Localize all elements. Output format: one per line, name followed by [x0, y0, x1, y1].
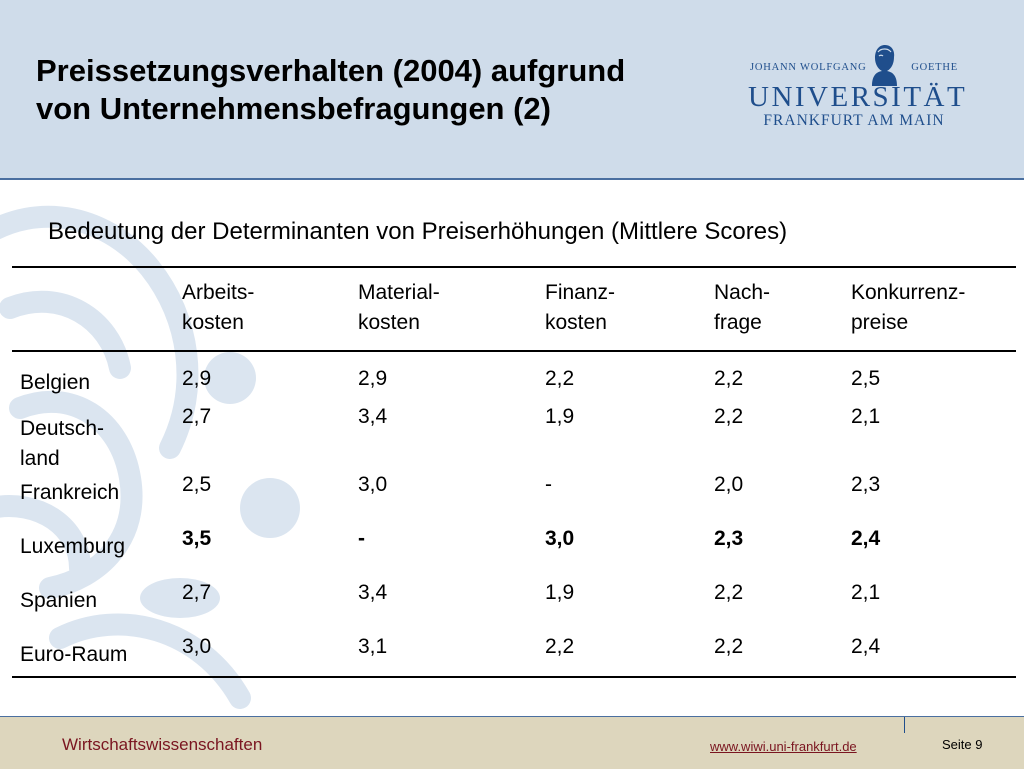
table-cell: 2,0 — [714, 473, 744, 496]
column-header-arbeitskosten: Arbeits-kosten — [174, 266, 350, 352]
table-cell: 2,2 — [706, 632, 843, 678]
table-cell: 2,2 — [714, 405, 744, 428]
page-number: Seite 9 — [942, 737, 983, 752]
table-cell: 2,3 — [714, 527, 744, 550]
column-header-country — [12, 266, 174, 352]
table-cell: 3,4 — [358, 405, 388, 428]
table-cell: - — [358, 527, 365, 550]
column-header-finanzkosten: Finanz-kosten — [537, 266, 706, 352]
slide-title-line1: Preissetzungsverhalten (2004) aufgrund — [36, 53, 626, 88]
logo-university-name: UNIVERSITÄT — [748, 81, 968, 113]
table-cell: 2,9 — [182, 367, 212, 390]
table-row: Spanien 2,7 3,4 1,9 2,2 2,1 — [12, 578, 1016, 632]
university-logo: JOHANN WOLFGANG GOETHE UNIVERSITÄT FRANK… — [748, 42, 968, 132]
logo-text-right: GOETHE — [911, 62, 958, 73]
column-header-konkurrenzpreise: Konkurrenz-preise — [843, 266, 1016, 352]
table-cell: 2,2 — [714, 367, 744, 390]
table-cell: 2,5 — [182, 473, 212, 496]
table-row: Frankreich 2,5 3,0 - 2,0 2,3 — [12, 470, 1016, 524]
table-cell: 2,4 — [843, 632, 1016, 678]
table-cell: 1,9 — [545, 405, 575, 428]
table-row: Deutsch-land 2,7 3,4 1,9 2,2 2,1 — [12, 402, 1016, 470]
table-cell: - — [545, 473, 552, 496]
footer-website-link[interactable]: www.wiwi.uni-frankfurt.de — [710, 739, 857, 754]
table-cell: 2,3 — [851, 473, 881, 496]
table-cell: 3,1 — [350, 632, 537, 678]
table-row-highlighted: Luxemburg 3,5 - 3,0 2,3 2,4 — [12, 524, 1016, 578]
slide-header: Preissetzungsverhalten (2004) aufgrund v… — [0, 0, 1024, 180]
slide-title-line2: von Unternehmensbefragungen (2) — [36, 91, 551, 126]
price-determinants-table: Arbeits-kosten Material-kosten Finanz-ko… — [12, 266, 1016, 678]
column-header-materialkosten: Material-kosten — [350, 266, 537, 352]
table-cell: 3,4 — [358, 581, 388, 604]
table-cell: 2,9 — [358, 367, 388, 390]
logo-city: FRANKFURT AM MAIN — [763, 112, 945, 129]
table-cell: 2,1 — [851, 581, 881, 604]
footer-divider — [904, 717, 905, 733]
row-label-luxemburg: Luxemburg — [20, 535, 126, 558]
table-cell: 2,2 — [537, 632, 706, 678]
table-cell: 1,9 — [545, 581, 575, 604]
row-label-spanien: Spanien — [20, 589, 98, 612]
table-cell: 3,0 — [174, 632, 350, 678]
footer-faculty: Wirtschaftswissenschaften — [62, 735, 263, 754]
table-header-row: Arbeits-kosten Material-kosten Finanz-ko… — [12, 266, 1016, 352]
row-label-frankreich: Frankreich — [20, 481, 120, 504]
table-row: Belgien 2,9 2,9 2,2 2,2 2,5 — [12, 351, 1016, 402]
row-label-euro-raum: Euro-Raum — [12, 632, 174, 678]
table-cell: 2,4 — [851, 527, 881, 550]
slide-footer: Wirtschaftswissenschaften www.wiwi.uni-f… — [0, 716, 1024, 769]
table-cell: 2,5 — [851, 367, 881, 390]
row-label-belgien: Belgien — [20, 371, 91, 394]
column-header-nachfrage: Nach-frage — [706, 266, 843, 352]
goethe-portrait-icon — [872, 45, 897, 86]
table-cell: 2,2 — [545, 367, 575, 390]
slide-title: Preissetzungsverhalten (2004) aufgrund v… — [36, 52, 756, 128]
table-cell: 2,1 — [851, 405, 881, 428]
table-cell: 2,7 — [182, 581, 212, 604]
table-cell: 3,0 — [358, 473, 388, 496]
table-caption: Bedeutung der Determinanten von Preiserh… — [48, 218, 788, 245]
table-row: Euro-Raum 3,0 3,1 2,2 2,2 2,4 — [12, 632, 1016, 678]
table-cell: 2,7 — [182, 405, 212, 428]
table-cell: 3,5 — [182, 527, 212, 550]
logo-text-left: JOHANN WOLFGANG — [750, 62, 867, 73]
table-cell: 3,0 — [545, 527, 575, 550]
table-cell: 2,2 — [714, 581, 744, 604]
row-label-deutschland: Deutsch-land — [20, 417, 105, 470]
